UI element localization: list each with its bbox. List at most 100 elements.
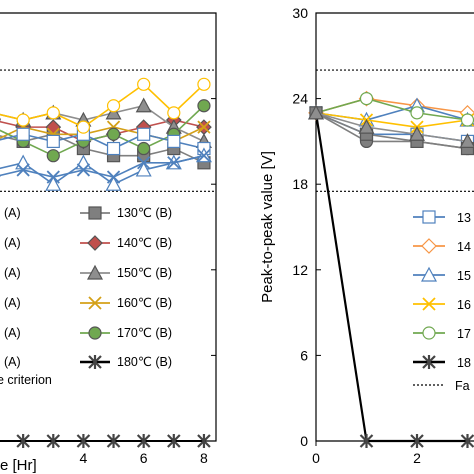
right-data-point bbox=[410, 106, 424, 120]
right-legend-label: 17 bbox=[457, 327, 471, 341]
right-legend-label: 15 bbox=[457, 269, 471, 283]
left-data-point-shape bbox=[197, 120, 211, 134]
right-legend-swatch-marker bbox=[421, 238, 437, 254]
left-data-point-shape bbox=[76, 163, 91, 177]
right-series-line bbox=[315, 112, 468, 150]
left-legend-swatch-marker bbox=[86, 264, 104, 280]
left-data-point-shape bbox=[76, 120, 91, 134]
left-legend-swatch-marker-shape bbox=[88, 296, 102, 310]
right-legend-swatch-marker-shape bbox=[420, 266, 438, 282]
left-legend-swatch-marker-shape bbox=[88, 206, 102, 220]
right-data-point bbox=[460, 434, 474, 448]
left-data-point bbox=[76, 434, 91, 448]
right-legend-swatch-marker-shape bbox=[422, 326, 436, 340]
right-series-line bbox=[314, 112, 468, 443]
left-data-point bbox=[45, 175, 62, 191]
right-y-tick-label: 24 bbox=[292, 91, 308, 107]
right-legend-swatch-marker-shape bbox=[422, 355, 436, 369]
left-data-point-shape bbox=[46, 106, 60, 120]
left-legend-label-partial: (A) bbox=[4, 236, 21, 250]
left-data-point-shape bbox=[167, 434, 181, 448]
left-x-tick-label: 8 bbox=[200, 450, 208, 466]
right-x-tick-label: 2 bbox=[413, 450, 421, 466]
right-legend-swatch-marker bbox=[422, 210, 436, 224]
left-data-point-shape bbox=[106, 170, 121, 184]
left-data-point-shape bbox=[106, 99, 121, 113]
left-data-point bbox=[197, 99, 211, 113]
left-data-point-shape bbox=[105, 104, 122, 120]
left-legend-label-partial: (A) bbox=[4, 266, 21, 280]
left-data-point bbox=[135, 97, 152, 113]
right-legend-swatch-marker bbox=[422, 326, 436, 340]
left-data-point-shape bbox=[106, 127, 121, 141]
left-data-point-shape bbox=[16, 113, 30, 127]
left-data-point bbox=[46, 149, 60, 163]
left-legend-swatch-marker-shape bbox=[86, 264, 104, 280]
left-data-point-shape bbox=[135, 161, 152, 177]
right-legend-label: Fa bbox=[455, 379, 470, 393]
right-y-axis-label: Peak-to-peak value [V] bbox=[259, 151, 276, 303]
right-y-tick-label: 18 bbox=[292, 176, 308, 192]
right-data-point bbox=[460, 113, 474, 127]
left-data-point bbox=[197, 77, 211, 91]
left-legend: (A) (A) (A) (A) (A) (A) e criterion 130℃ (B) 140… bbox=[0, 198, 205, 388]
left-legend-swatch-marker bbox=[87, 235, 103, 251]
left-data-point bbox=[137, 156, 151, 170]
left-legend-label-partial: (A) bbox=[4, 296, 21, 310]
left-x-tick-label: 6 bbox=[140, 450, 148, 466]
left-data-point bbox=[75, 154, 92, 170]
left-data-point-shape bbox=[106, 141, 121, 156]
right-y-tick-label: 6 bbox=[300, 347, 308, 363]
left-data-point-shape bbox=[45, 175, 62, 191]
right-data-point-shape bbox=[307, 104, 325, 120]
left-data-point bbox=[76, 120, 91, 134]
left-data-point bbox=[197, 149, 211, 163]
left-data-point bbox=[76, 163, 91, 177]
left-data-point bbox=[106, 170, 121, 184]
left-data-point-shape bbox=[16, 127, 30, 141]
right-chart-panel: 0 6 12 18 24 30 Peak-to-peak value [V] 0 2 13 14 15… bbox=[259, 5, 474, 466]
right-series-line bbox=[315, 112, 468, 128]
left-x-tick-label: 4 bbox=[80, 450, 88, 466]
left-data-point bbox=[106, 434, 121, 448]
left-series-line bbox=[0, 154, 205, 178]
left-data-point bbox=[16, 434, 30, 448]
left-data-point-shape bbox=[137, 127, 151, 141]
left-legend-label: 130℃ (B) bbox=[117, 206, 172, 220]
left-data-point bbox=[167, 134, 181, 148]
left-legend-label-partial: (A) bbox=[4, 206, 21, 220]
left-data-point-shape bbox=[137, 156, 151, 170]
left-legend-swatch-marker-shape bbox=[88, 355, 102, 369]
right-legend-label: 16 bbox=[457, 298, 471, 312]
right-x-tick-label: 0 bbox=[312, 450, 320, 466]
left-data-point bbox=[197, 120, 211, 134]
right-legend-swatch-marker-shape bbox=[421, 238, 437, 254]
left-data-point bbox=[46, 134, 60, 148]
right-data-point bbox=[410, 434, 424, 448]
left-data-point-shape bbox=[135, 97, 152, 113]
left-data-point bbox=[137, 127, 151, 141]
left-data-point-shape bbox=[46, 134, 60, 148]
left-data-point bbox=[135, 161, 152, 177]
left-data-point bbox=[16, 113, 30, 127]
left-data-point bbox=[136, 434, 151, 448]
left-data-point bbox=[15, 154, 32, 170]
left-data-point-shape bbox=[167, 134, 181, 148]
right-y-tick-label: 0 bbox=[300, 433, 308, 449]
left-legend-swatch-marker-shape bbox=[87, 235, 103, 251]
left-data-point-shape bbox=[167, 156, 181, 170]
right-series-line bbox=[315, 104, 468, 121]
right-data-point-shape bbox=[358, 118, 375, 134]
left-legend-swatch-marker bbox=[88, 326, 102, 340]
left-data-point-shape bbox=[136, 434, 151, 448]
left-data-point-shape bbox=[75, 154, 92, 170]
left-data-point-shape bbox=[197, 149, 211, 163]
left-data-point bbox=[16, 163, 30, 177]
left-data-point bbox=[106, 141, 121, 156]
right-data-point-shape bbox=[460, 113, 474, 127]
left-data-point bbox=[137, 141, 151, 156]
left-data-point bbox=[137, 77, 151, 91]
left-data-point-shape bbox=[16, 434, 30, 448]
right-series-line bbox=[315, 112, 468, 143]
left-legend-box bbox=[0, 198, 205, 388]
